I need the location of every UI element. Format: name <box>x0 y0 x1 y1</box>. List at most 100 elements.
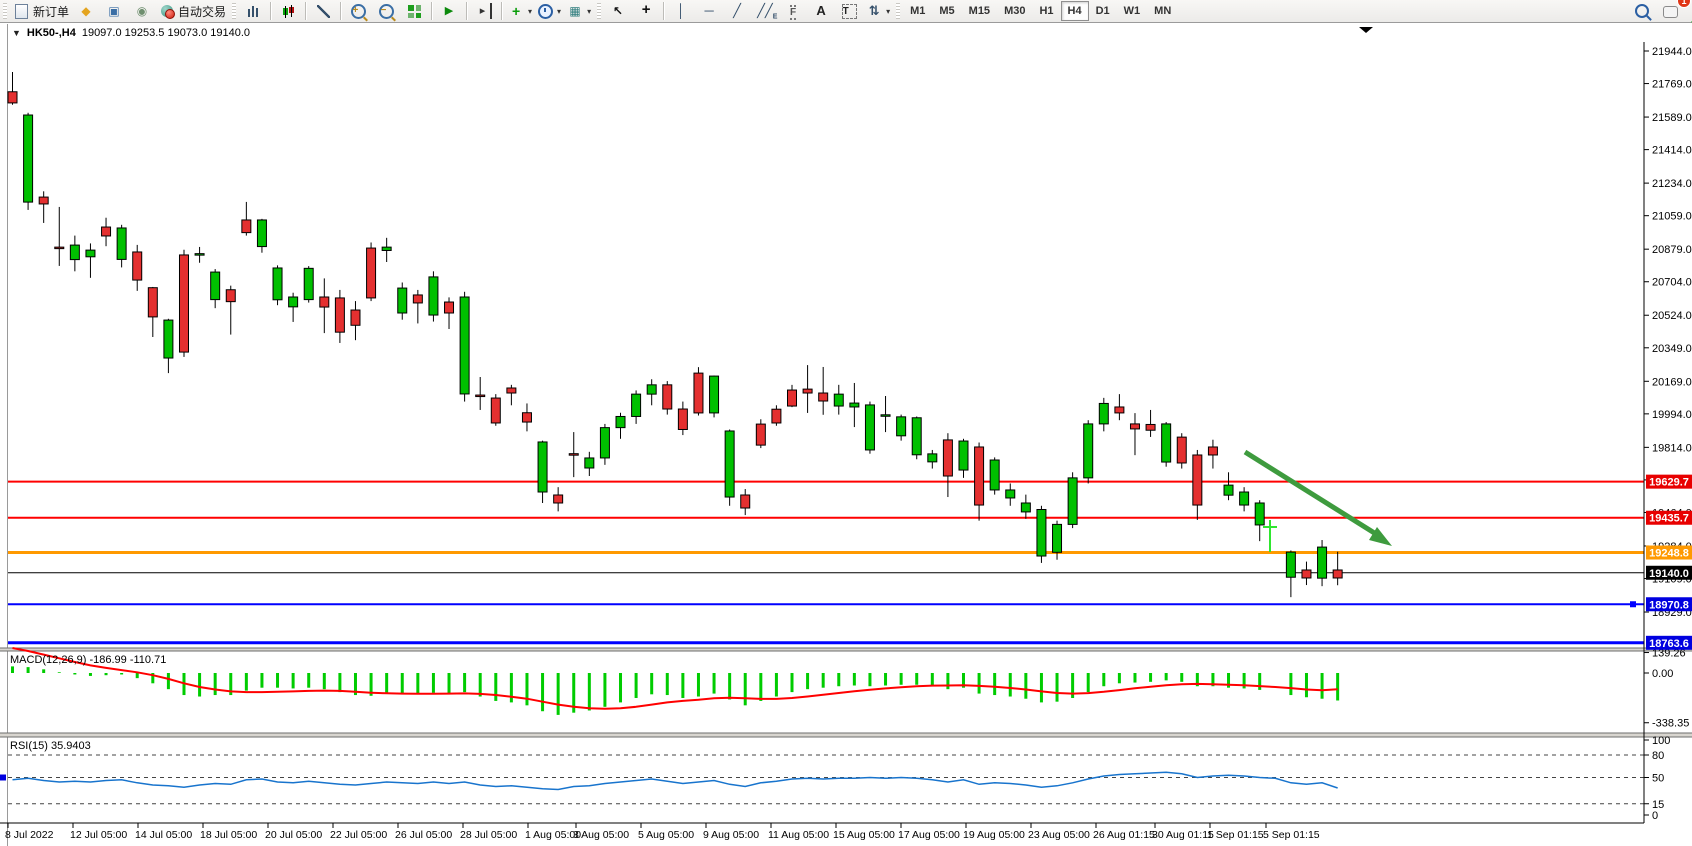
price-tag <box>1646 545 1692 560</box>
auto-scroll-button[interactable]: ▶ <box>435 0 463 22</box>
candle <box>7 91 18 104</box>
line-chart-button[interactable] <box>309 0 337 22</box>
date-tick: 30 Aug 01:15 <box>1152 829 1214 841</box>
candle <box>69 244 80 261</box>
search-button[interactable] <box>1628 0 1656 22</box>
trend-arrow <box>1243 449 1378 537</box>
chart-symbol-period: HK50-,H4 <box>26 27 76 39</box>
timeframe-w1[interactable]: W1 <box>1123 5 1141 17</box>
chevron-down-icon: ▼ <box>12 28 21 38</box>
svg-text:0: 0 <box>1652 810 1658 822</box>
indicators-icon: + <box>511 3 521 19</box>
tile-windows-icon <box>407 4 421 18</box>
candle <box>818 392 829 402</box>
candle <box>288 296 299 308</box>
date-tick: 11 Aug 05:00 <box>768 829 829 841</box>
equidistant-channel-button[interactable]: ╱╱E <box>751 0 779 22</box>
candle <box>771 408 782 424</box>
alerts-button[interactable]: ◆ <box>72 0 100 22</box>
candle <box>880 414 891 417</box>
bar-chart-button[interactable] <box>239 0 267 22</box>
timeframe-m15[interactable]: M15 <box>968 5 991 17</box>
templates-button[interactable]: ▦ ▾ <box>564 0 594 22</box>
fibonacci-button[interactable]: F <box>779 0 807 22</box>
candle <box>38 196 49 205</box>
macd-indicator-label: MACD(12,26,9) -186.99 -110.71 <box>10 654 167 666</box>
signals-button[interactable]: ◉ <box>128 0 156 22</box>
date-tick: 18 Jul 05:00 <box>200 829 257 841</box>
zoom-out-button[interactable]: − <box>372 0 400 22</box>
date-tick: 26 Jul 05:00 <box>395 829 452 841</box>
candle <box>303 267 314 301</box>
price-tick: 21414.0 <box>1652 145 1692 157</box>
toolbar-grip[interactable] <box>232 3 237 19</box>
toolbar-grip[interactable] <box>896 3 901 19</box>
channel-icon: ╱╱E <box>757 3 778 21</box>
price-tick: 20349.0 <box>1652 343 1692 355</box>
line-chart-icon <box>316 4 330 18</box>
candlestick-chart-button[interactable] <box>274 0 302 22</box>
candle <box>958 440 969 471</box>
toolbar-grip[interactable] <box>597 3 602 19</box>
svg-text:18970.8: 18970.8 <box>1649 599 1689 611</box>
date-tick: 1 Sep 01:15 <box>1207 829 1264 841</box>
zoom-in-icon: + <box>350 3 366 19</box>
chat-button[interactable]: 1 <box>1656 0 1691 22</box>
chart-shift-button[interactable]: ▸ <box>470 0 498 22</box>
candle <box>272 267 283 301</box>
crosshair-button[interactable]: + <box>632 0 660 22</box>
candle <box>693 372 704 414</box>
zoom-in-button[interactable]: + <box>344 0 372 22</box>
autotrading-button[interactable]: 自动交易 <box>156 0 229 22</box>
text-label-button[interactable]: T <box>835 0 863 22</box>
timeframe-m30[interactable]: M30 <box>1004 5 1026 17</box>
text-button[interactable]: A <box>807 0 835 22</box>
candle <box>178 254 189 353</box>
candle <box>709 375 720 414</box>
date-tick: 12 Jul 05:00 <box>70 829 127 841</box>
toolbar-grip[interactable] <box>3 3 7 19</box>
timeframe-m1[interactable]: M1 <box>910 5 926 17</box>
arrows-tool-button[interactable]: ⇅ ▾ <box>863 0 893 22</box>
search-icon <box>1635 4 1649 18</box>
new-order-icon <box>15 3 28 19</box>
autotrading-icon <box>161 5 176 19</box>
vertical-line-button[interactable]: │ <box>667 0 695 22</box>
chart-shift-icon: ▸ <box>477 3 492 19</box>
template-icon: ▦ <box>569 4 581 18</box>
svg-text:50: 50 <box>1652 773 1664 785</box>
tile-windows-button[interactable] <box>400 0 428 22</box>
periods-button[interactable]: ▾ <box>535 0 564 22</box>
chevron-down-icon: ▾ <box>528 6 533 16</box>
candle <box>802 388 813 394</box>
candle <box>506 387 517 394</box>
timeframe-d1[interactable]: D1 <box>1095 5 1110 17</box>
timeframe-mn[interactable]: MN <box>1154 5 1172 17</box>
new-order-label: 新订单 <box>33 4 70 19</box>
new-order-button[interactable]: 新订单 <box>10 0 72 22</box>
cursor-icon: ↖ <box>613 4 624 18</box>
indicators-button[interactable]: + ▾ <box>505 0 535 22</box>
cursor-button[interactable]: ↖ <box>604 0 632 22</box>
candle <box>584 457 595 469</box>
timeframe-h4[interactable]: H4 <box>1060 1 1089 21</box>
candle <box>319 296 330 308</box>
candle <box>599 427 610 459</box>
candle <box>147 287 158 318</box>
horizontal-line-button[interactable]: ─ <box>695 0 723 22</box>
candle <box>163 319 174 359</box>
separator <box>663 2 665 20</box>
timeframe-h1[interactable]: H1 <box>1039 5 1054 17</box>
price-tick: 21944.0 <box>1652 46 1692 58</box>
candle <box>974 446 985 506</box>
trendline-button[interactable]: ╱ <box>723 0 751 22</box>
price-tag <box>1646 565 1692 580</box>
svg-text:139.26: 139.26 <box>1652 648 1686 660</box>
terminal-button[interactable]: ▣ <box>100 0 128 22</box>
price-tick: 21769.0 <box>1652 79 1692 91</box>
candle <box>381 246 392 251</box>
timeframe-m5[interactable]: M5 <box>939 5 955 17</box>
chart-title[interactable]: ▼ HK50-,H4 19097.0 19253.5 19073.0 19140… <box>12 27 250 39</box>
candle <box>1223 484 1234 496</box>
